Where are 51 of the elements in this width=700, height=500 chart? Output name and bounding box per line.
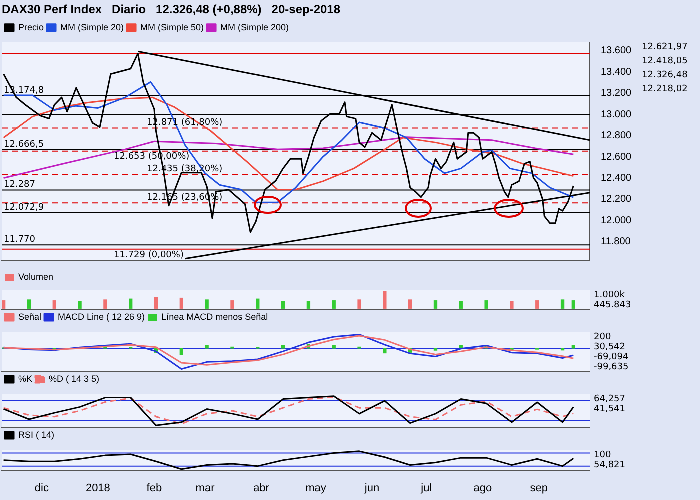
x-tick-label: feb — [146, 482, 162, 494]
text: 30,542 — [594, 342, 626, 352]
text: 1.000k — [594, 290, 626, 300]
x-tick-label: jul — [420, 482, 432, 494]
x-tick-label: jun — [364, 482, 380, 494]
y-tick-label: 13.600 — [601, 46, 632, 57]
text: 12.418,05 — [642, 56, 688, 67]
text: 12.326,48 — [642, 70, 688, 81]
ref-line-label: 11.770 — [4, 234, 36, 245]
text: 200 — [594, 332, 612, 342]
text: 41,541 — [594, 404, 626, 414]
x-tick-label: mar — [196, 482, 216, 494]
ref-line-label: 11.729 (0,00%) — [114, 250, 184, 260]
text: -99,635 — [594, 362, 629, 372]
y-tick-label: 12.800 — [601, 130, 632, 142]
y-tick-label: 13.400 — [601, 66, 632, 78]
x-tick-label: sep — [530, 482, 548, 494]
text: 100 — [594, 450, 612, 460]
x-tick-label: 2018 — [86, 482, 110, 494]
y-tick-label: 13.200 — [601, 88, 632, 100]
y-tick-label: 12.400 — [601, 172, 632, 184]
legend-label: Línea MACD menos Señal — [162, 312, 268, 322]
y-tick-label: 12.600 — [601, 152, 632, 163]
legend-label: MM (Simple 200) — [220, 22, 290, 32]
text: -69,094 — [594, 352, 630, 362]
legend-label: MM (Simple 20) — [60, 22, 124, 32]
ref-line-label: 12.666,5 — [4, 140, 44, 150]
text: 445.843 — [594, 300, 632, 310]
legend-label: MM (Simple 50) — [140, 22, 204, 32]
text: 12.621,97 — [642, 42, 688, 53]
text: 64,257 — [594, 394, 626, 404]
y-tick-label: 12.000 — [601, 215, 632, 226]
x-tick-label: ago — [474, 482, 492, 494]
y-tick-label: 12.200 — [601, 194, 632, 206]
legend-label: RSI ( 14) — [18, 430, 55, 440]
x-tick-label: abr — [254, 482, 270, 494]
x-tick-label: may — [306, 482, 327, 494]
y-tick-label: 11.800 — [601, 236, 632, 248]
ref-line-label: 12.287 — [4, 180, 36, 190]
text: 54,821 — [594, 460, 626, 470]
legend-label: Volumen — [18, 272, 54, 282]
x-tick-label: dic — [34, 482, 50, 494]
legend-label: Precio — [18, 22, 44, 32]
ref-line-label: 12.072,9 — [4, 202, 44, 213]
legend-label: %K — [18, 374, 33, 384]
legend-label: Señal — [18, 312, 42, 322]
legend-label: MACD Line ( 12 26 9) — [58, 312, 146, 322]
legend-label: %D ( 14 3 5) — [49, 374, 100, 384]
text: 12.218,02 — [642, 84, 688, 95]
chart-title: DAX30 Perf Index Diario 12.326,48 (+0,88%) 20-sep-2018 — [2, 2, 341, 17]
y-tick-label: 13.000 — [601, 109, 632, 120]
